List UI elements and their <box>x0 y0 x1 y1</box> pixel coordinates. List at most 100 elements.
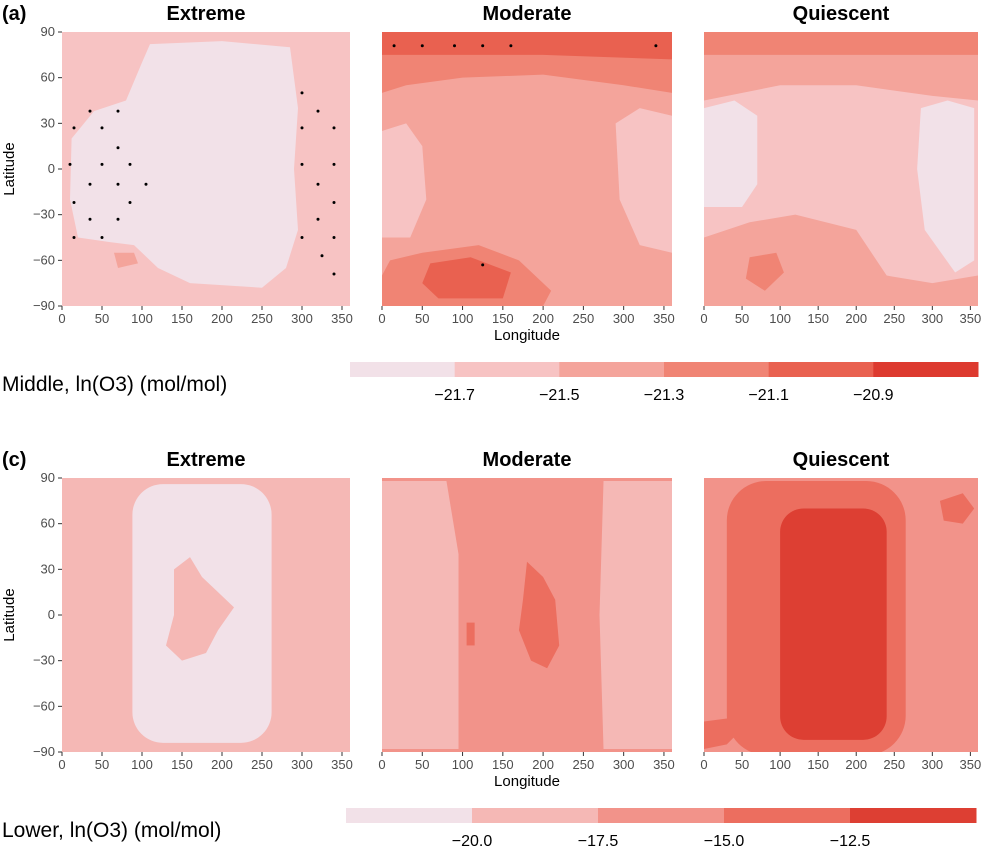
colorbar-tick-label: −15.0 <box>704 833 745 850</box>
x-tick-label: 150 <box>171 311 193 326</box>
significance-dot <box>72 236 76 239</box>
x-tick-label: 100 <box>452 311 474 326</box>
colorbar-swatch <box>350 362 456 377</box>
contour-region <box>422 257 511 299</box>
x-tick-label: 350 <box>653 757 675 772</box>
x-tick-label: 350 <box>960 757 982 772</box>
x-tick-label: 300 <box>613 311 635 326</box>
x-tick-label: 0 <box>700 757 707 772</box>
x-tick-label: 100 <box>452 757 474 772</box>
contour-region <box>518 561 560 669</box>
colorbar-swatch <box>454 362 560 377</box>
x-tick-label: 100 <box>131 311 153 326</box>
x-tick-label: 200 <box>845 757 867 772</box>
x-tick-label: 250 <box>883 757 905 772</box>
colorbar-swatch <box>850 808 977 823</box>
panel-label: (a) <box>2 3 26 25</box>
colorbar-tick-label: −17.5 <box>578 833 619 850</box>
significance-dot <box>481 44 485 48</box>
contour-region <box>466 622 475 646</box>
colorbar-swatch <box>598 808 725 823</box>
x-tick-label: 200 <box>532 311 554 326</box>
y-tick-label: −90 <box>33 298 55 313</box>
y-tick-label: 30 <box>41 115 55 130</box>
contour-region <box>917 100 975 273</box>
significance-dot <box>453 44 456 48</box>
contour-region <box>382 481 459 749</box>
map-panel-moderate <box>382 32 672 306</box>
y-tick-label: 60 <box>41 516 55 531</box>
x-tick-label: 100 <box>769 311 791 326</box>
colorbar-swatch <box>724 808 851 823</box>
significance-dot <box>316 182 320 186</box>
colorbar-tick-label: −12.5 <box>830 833 871 850</box>
x-tick-label: 300 <box>613 757 635 772</box>
significance-dot <box>88 182 92 186</box>
x-tick-label: 150 <box>807 757 829 772</box>
x-axis-label: Longitude <box>494 327 560 344</box>
significance-dot <box>332 126 336 130</box>
x-tick-label: 50 <box>415 757 429 772</box>
contour-region <box>745 252 784 291</box>
colorbar-swatch <box>873 362 979 377</box>
panel-title: Moderate <box>483 449 572 471</box>
x-tick-label: 50 <box>415 311 429 326</box>
x-tick-label: 300 <box>921 757 943 772</box>
significance-dot <box>316 217 320 221</box>
x-tick-label: 250 <box>573 757 595 772</box>
colorbar-tick-label: −21.7 <box>434 387 475 404</box>
x-tick-label: 350 <box>331 311 353 326</box>
y-axis-label: Latitude <box>1 588 18 641</box>
significance-dot <box>300 236 304 239</box>
x-tick-label: 0 <box>58 311 65 326</box>
significance-dot <box>116 109 120 113</box>
colorbar-swatch <box>768 362 874 377</box>
x-tick-label: 250 <box>883 311 905 326</box>
x-tick-label: 150 <box>807 311 829 326</box>
panel-title: Moderate <box>483 3 572 25</box>
x-tick-label: 0 <box>378 311 385 326</box>
y-tick-label: −60 <box>33 698 55 713</box>
significance-dot <box>116 182 120 186</box>
contour-region <box>382 32 672 60</box>
significance-dot <box>316 109 320 113</box>
significance-dot <box>332 162 336 166</box>
x-tick-label: 200 <box>211 757 233 772</box>
y-tick-label: 90 <box>41 24 55 39</box>
colorbar-tick-label: −21.1 <box>748 387 789 404</box>
x-tick-label: 50 <box>95 757 109 772</box>
significance-dot <box>509 44 513 48</box>
x-tick-label: 150 <box>492 311 514 326</box>
significance-dot <box>88 109 92 113</box>
map-panel-quiescent <box>704 32 978 306</box>
map-panel-extreme <box>62 478 350 752</box>
panel-title: Quiescent <box>793 449 890 471</box>
colorbar-tick-label: −21.5 <box>539 387 580 404</box>
map-panel-extreme <box>62 32 350 306</box>
y-tick-label: 60 <box>41 70 55 85</box>
x-tick-label: 200 <box>211 311 233 326</box>
significance-dot <box>100 126 104 130</box>
y-tick-label: 90 <box>41 470 55 485</box>
significance-dot <box>116 217 120 221</box>
x-tick-label: 100 <box>769 757 791 772</box>
x-tick-label: 50 <box>735 757 749 772</box>
x-tick-label: 200 <box>532 757 554 772</box>
y-tick-label: 30 <box>41 561 55 576</box>
colorbar-label: Middle, ln(O3) (mol/mol) <box>2 373 227 396</box>
significance-dot <box>72 126 76 130</box>
contour-region <box>382 123 427 238</box>
panel-title: Extreme <box>167 449 246 471</box>
colorbar-swatch <box>346 808 473 823</box>
significance-dot <box>88 217 92 221</box>
significance-dot <box>332 236 336 239</box>
map-panel-moderate <box>382 478 672 752</box>
x-tick-label: 50 <box>735 311 749 326</box>
panel-title: Quiescent <box>793 3 890 25</box>
x-tick-label: 50 <box>95 311 109 326</box>
x-tick-label: 300 <box>291 757 313 772</box>
y-tick-label: 0 <box>48 607 55 622</box>
significance-dot <box>481 263 485 267</box>
